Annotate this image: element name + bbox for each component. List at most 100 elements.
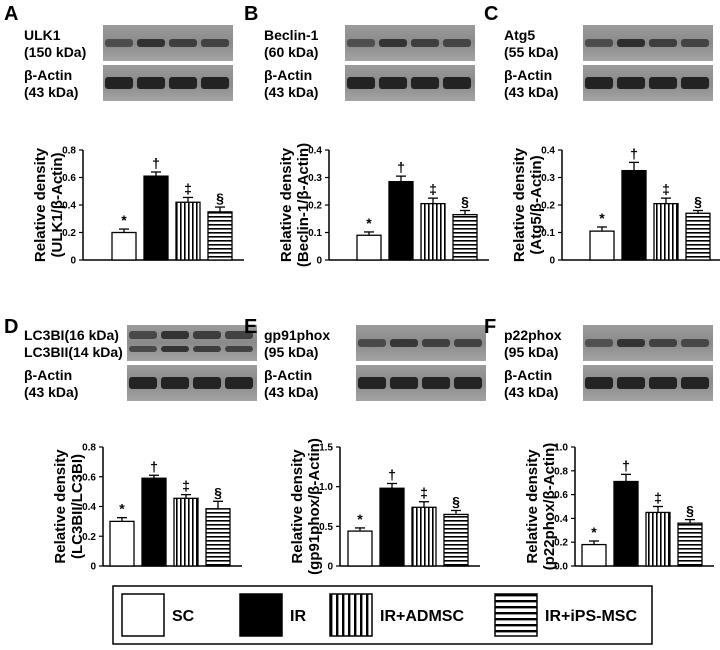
blot-label: Beclin-1	[264, 27, 319, 43]
blot-band	[681, 39, 709, 47]
y-tick-label: 0	[70, 256, 76, 267]
blot-band	[225, 377, 253, 389]
blot-label: (95 kDa)	[264, 344, 318, 360]
blot-label: Atg5	[504, 27, 535, 43]
blot-band	[617, 39, 645, 47]
y-tick-label: 0.2	[62, 228, 76, 239]
y-tick-label: 1.5	[319, 443, 333, 454]
y-tick-label: 0.4	[308, 146, 322, 157]
legend-label-sc: SC	[172, 608, 195, 625]
significance-mark: §	[461, 194, 469, 210]
y-tick-label: 0.1	[308, 228, 322, 239]
y-tick-label: 0.2	[554, 538, 568, 549]
panel-D: D LC3BI(16 kDa)LC3BII(14 kDa) β-Actin(43 k…	[4, 316, 257, 573]
blot-label: β-Actin	[504, 67, 552, 83]
blot-band	[201, 39, 229, 47]
blot-band	[129, 377, 157, 389]
panel-letter: F	[484, 316, 496, 338]
panel-C: C Atg5(55 kDa) β-Actin(43 kDa) 0 0.1 0.2 0.3 0.…	[484, 3, 720, 267]
y-tick-label: 0	[549, 256, 555, 267]
significance-mark: ‡	[182, 478, 190, 494]
significance-mark: †	[397, 159, 405, 175]
significance-mark: †	[622, 457, 630, 473]
y-tick-label: 1.0	[319, 482, 333, 493]
y-tick-label: 1.0	[554, 443, 568, 454]
blot-band	[225, 331, 253, 339]
blot-band	[105, 39, 133, 47]
bar-sc	[347, 530, 373, 567]
y-tick-label: 0.4	[554, 514, 568, 525]
y-tick-label: 0.8	[62, 146, 76, 157]
blot-band	[390, 377, 418, 389]
significance-mark: ‡	[662, 181, 670, 197]
y-tick-label: 0.4	[62, 201, 76, 212]
significance-mark: ‡	[654, 490, 662, 506]
blot-band	[379, 77, 407, 89]
legend-box	[112, 585, 653, 645]
y-tick-label: 0.4	[541, 146, 555, 157]
bar-ir-admsc	[653, 202, 679, 261]
bar-ir-admsc	[420, 202, 446, 261]
bar-ir-ips-msc	[205, 508, 231, 567]
bar-ir-ips-msc	[677, 522, 703, 567]
blot-label: β-Actin	[504, 367, 552, 383]
legend-label-ir-ips-msc: IR+iPS-MSC	[545, 608, 637, 625]
blot-band	[358, 377, 386, 389]
blot-band	[379, 39, 407, 47]
significance-mark: ‡	[184, 180, 192, 196]
blot-band	[193, 377, 221, 389]
y-tick-label: 0.2	[541, 201, 555, 212]
blot-label: (60 kDa)	[264, 44, 318, 60]
blot-band	[169, 39, 197, 47]
y-tick-label: 0.2	[82, 532, 96, 543]
panel-letter: E	[244, 316, 257, 338]
blot-band	[649, 377, 677, 389]
significance-mark: §	[216, 190, 224, 206]
panel-letter: C	[484, 3, 498, 25]
blot-band	[681, 377, 709, 389]
y-tick-label: 0.6	[554, 490, 568, 501]
blot-band	[617, 77, 645, 89]
y-axis-label: Relative density(Beclin-1/β-Actin)	[278, 143, 312, 267]
blot-band	[129, 331, 157, 339]
blot-band	[137, 77, 165, 89]
blot-band	[193, 346, 221, 352]
significance-mark: †	[150, 458, 158, 474]
blot-band	[422, 377, 450, 389]
blot-label: (150 kDa)	[24, 44, 86, 60]
blot-band	[585, 339, 613, 347]
blot-label: β-Actin	[264, 367, 312, 383]
legend-swatch-ir-ips-msc	[494, 593, 538, 637]
bar-sc	[581, 543, 607, 567]
bar-ir	[388, 180, 414, 261]
bar-ir-ips-msc	[443, 513, 469, 567]
significance-mark: §	[214, 484, 222, 500]
significance-mark: †	[388, 466, 396, 482]
significance-mark: §	[452, 493, 460, 509]
significance-mark: ‡	[420, 485, 428, 501]
blot-band	[585, 377, 613, 389]
y-axis-label: Relative density(Atg5/β-Actin)	[511, 147, 545, 262]
y-tick-label: 0.6	[62, 173, 76, 184]
blot-label: (43 kDa)	[504, 84, 558, 100]
blot-band	[649, 77, 677, 89]
panel-A: A ULK1(150 kDa) β-Actin(43 kDa) 0 0.2 0.4 0.6 0…	[4, 3, 244, 267]
y-axis-label: Relative density(LC3BII/LC3BI)	[52, 449, 86, 564]
blot-band	[617, 339, 645, 347]
y-tick-label: 0.3	[308, 173, 322, 184]
significance-mark: *	[599, 210, 605, 226]
panel-letter: A	[4, 3, 18, 25]
blot-band	[137, 39, 165, 47]
blot-label: (43 kDa)	[504, 384, 558, 400]
blot-band	[161, 331, 189, 339]
blot-band	[169, 77, 197, 89]
blot-band	[454, 339, 482, 347]
blot-band	[681, 77, 709, 89]
y-tick-label: 0	[316, 256, 322, 267]
blot-band	[193, 331, 221, 339]
legend-label-ir-admsc: IR+ADMSC	[380, 608, 464, 625]
blot-band	[105, 77, 133, 89]
